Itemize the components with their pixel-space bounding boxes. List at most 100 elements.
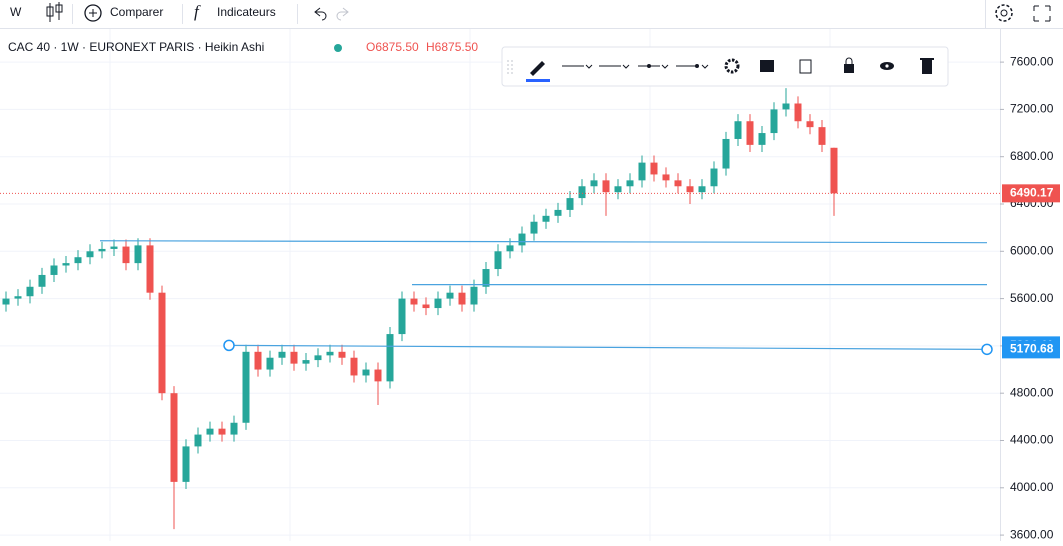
candle-body xyxy=(794,103,802,122)
candle-body xyxy=(710,168,718,187)
candle-body xyxy=(302,360,310,364)
y-tick-label: 4800.00 xyxy=(1010,385,1054,399)
line-color-button[interactable] xyxy=(530,61,545,76)
legend-high: H6875.50 xyxy=(426,40,478,54)
candle-body xyxy=(530,221,538,234)
candle-body xyxy=(566,198,574,210)
candle-body xyxy=(434,298,442,309)
y-tick-label: 4000.00 xyxy=(1010,480,1054,494)
candle-body xyxy=(662,174,670,181)
candle-body xyxy=(38,274,46,287)
market-status xyxy=(334,44,342,52)
y-tick-label: 3600.00 xyxy=(1010,527,1054,541)
candle-body xyxy=(506,245,514,252)
legend-open: O6875.50 xyxy=(366,40,419,54)
price-label-bg xyxy=(1002,340,1060,359)
line-style-button[interactable] xyxy=(599,64,630,69)
candle-body xyxy=(482,269,490,287)
top-toolbar xyxy=(0,0,1063,28)
candle-body xyxy=(134,245,142,264)
y-tick-label: 4400.00 xyxy=(1010,433,1054,447)
candle-body xyxy=(290,351,298,364)
indicators-icon[interactable]: f xyxy=(194,2,201,21)
candle-body xyxy=(674,180,682,187)
line-handle[interactable] xyxy=(981,343,993,356)
candle-body xyxy=(554,209,562,216)
candle-body xyxy=(422,304,430,309)
candle-body xyxy=(410,298,418,305)
candle-body xyxy=(698,186,706,193)
candle-body xyxy=(182,446,190,482)
clone-button[interactable] xyxy=(799,59,812,74)
redo-button[interactable] xyxy=(336,7,349,21)
compare-icon[interactable] xyxy=(84,4,102,22)
delete-button[interactable] xyxy=(922,60,932,74)
indicators-button[interactable]: Indicateurs xyxy=(217,5,276,19)
candle-body xyxy=(242,351,250,423)
candle-body xyxy=(746,121,754,145)
candle-body xyxy=(158,292,166,394)
candle-body xyxy=(110,246,118,249)
candle-body xyxy=(194,434,202,447)
plot-area xyxy=(0,29,1000,541)
candle-body xyxy=(326,351,334,356)
candle-body xyxy=(2,298,10,305)
candle-body xyxy=(578,186,586,199)
candle-body xyxy=(62,263,70,266)
settings-tool[interactable] xyxy=(724,58,740,74)
candle-body xyxy=(542,215,550,222)
candle-body xyxy=(254,351,262,370)
extend-button[interactable] xyxy=(676,64,709,69)
line-handle[interactable] xyxy=(223,339,235,352)
candle-body xyxy=(266,357,274,370)
candle-body xyxy=(74,257,82,264)
candle-body xyxy=(14,296,22,299)
candle-body xyxy=(518,233,526,246)
candle-body xyxy=(146,245,154,293)
compare-button[interactable]: Comparer xyxy=(110,5,163,19)
settings-button[interactable] xyxy=(995,4,1013,22)
candle-body xyxy=(782,103,790,110)
candle-body xyxy=(830,147,838,194)
candle-body xyxy=(98,248,106,252)
candle-body xyxy=(338,351,346,358)
candle-body xyxy=(386,334,394,382)
candle-body xyxy=(638,162,646,181)
candle-body xyxy=(50,265,58,275)
lock-button[interactable] xyxy=(844,64,854,73)
line-width-button[interactable] xyxy=(562,64,593,69)
interval-button[interactable]: W xyxy=(10,5,22,19)
candle-body xyxy=(170,393,178,482)
candle-body xyxy=(770,109,778,134)
candle-body xyxy=(614,186,622,193)
candle-body xyxy=(206,428,214,435)
candle-body xyxy=(494,251,502,270)
price-label: 5170.68 xyxy=(1010,342,1054,356)
chart-style-button[interactable] xyxy=(46,2,63,22)
fullscreen-button[interactable] xyxy=(1033,5,1051,22)
candle-body xyxy=(374,369,382,382)
price-label-bg xyxy=(1002,184,1060,203)
candle-body xyxy=(458,292,466,305)
candle-body xyxy=(218,428,226,435)
candle-body xyxy=(362,369,370,376)
candle-body xyxy=(230,422,238,435)
candle-body xyxy=(758,133,766,145)
y-tick-label: 7200.00 xyxy=(1010,102,1054,116)
candle-body xyxy=(818,127,826,145)
candle-body xyxy=(398,298,406,335)
y-tick-label: 6800.00 xyxy=(1010,149,1054,163)
candle-body xyxy=(86,251,94,258)
y-tick-label: 5600.00 xyxy=(1010,291,1054,305)
undo-button[interactable] xyxy=(314,7,327,21)
candle-body xyxy=(650,162,658,175)
candle-body xyxy=(470,286,478,305)
line-color-swatch xyxy=(526,79,550,82)
candle-body xyxy=(446,292,454,299)
template-button[interactable] xyxy=(760,60,774,72)
candle-body xyxy=(122,246,130,264)
candle-body xyxy=(602,180,610,193)
candle-body xyxy=(626,180,634,187)
